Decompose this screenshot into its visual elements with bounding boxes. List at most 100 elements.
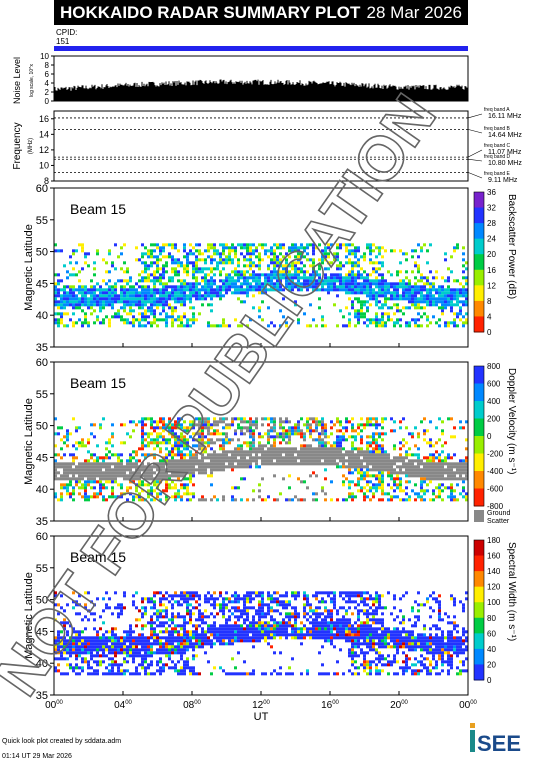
echo-cell [75,612,78,616]
echo-cell [375,462,378,466]
echo-cell [54,444,57,448]
echo-cell [354,261,357,265]
echo-cell [321,450,324,454]
echo-cell [381,318,384,322]
echo-cell [63,651,66,655]
echo-cell [435,303,438,307]
echo-cell [111,306,114,310]
echo-cell [339,456,342,460]
echo-cell [60,651,63,655]
echo-cell [198,468,201,472]
echo-cell [297,498,300,502]
echo-cell [231,246,234,250]
echo-cell [72,489,75,493]
echo-cell [150,255,153,259]
echo-cell [294,255,297,259]
cpid-label: CPID: [56,28,78,37]
echo-cell [84,642,87,646]
echo-cell [57,426,60,430]
echo-cell [192,474,195,478]
echo-cell [255,459,258,463]
echo-cell [300,459,303,463]
echo-cell [222,441,225,445]
echo-cell [231,285,234,289]
echo-cell [357,447,360,451]
echo-cell [264,450,267,454]
echo-cell [66,270,69,274]
echo-cell [288,426,291,430]
echo-cell [165,303,168,307]
echo-cell [90,636,93,640]
echo-cell [411,270,414,274]
echo-cell [384,492,387,496]
echo-cell [84,255,87,259]
echo-cell [174,594,177,598]
echo-cell [204,423,207,427]
echo-cell [399,261,402,265]
echo-cell [363,456,366,460]
echo-cell [399,447,402,451]
echo-cell [66,462,69,466]
echo-cell [219,624,222,628]
echo-cell [78,465,81,469]
echo-cell [453,471,456,475]
echo-cell [240,624,243,628]
echo-cell [246,594,249,598]
echo-cell [273,435,276,439]
echo-cell [129,624,132,628]
echo-cell [69,453,72,457]
echo-cell [162,306,165,310]
echo-cell [189,603,192,607]
noise-tick-label: 2 [45,88,50,97]
echo-cell [453,435,456,439]
echo-cell [141,633,144,637]
echo-cell [285,672,288,676]
echo-cell [291,288,294,292]
echo-cell [327,447,330,451]
echo-cell [201,420,204,424]
echo-cell [237,597,240,601]
echo-cell [408,306,411,310]
echo-cell [105,261,108,265]
echo-cell [249,465,252,469]
echo-cell [60,465,63,469]
echo-cell [321,258,324,262]
echo-cell [204,462,207,466]
echo-cell [165,654,168,658]
echo-cell [390,318,393,322]
echo-cell [57,648,60,652]
echo-cell [426,318,429,322]
echo-cell [363,486,366,490]
echo-cell [450,300,453,304]
echo-cell [144,432,147,436]
echo-cell [423,468,426,472]
echo-cell [207,639,210,643]
echo-cell [63,312,66,316]
echo-cell [135,297,138,301]
echo-cell [429,477,432,481]
echo-cell [306,423,309,427]
echo-cell [282,450,285,454]
echo-cell [210,438,213,442]
echo-cell [258,612,261,616]
echo-cell [144,453,147,457]
echo-cell [306,282,309,286]
echo-cell [228,600,231,604]
echo-cell [237,618,240,622]
echo-cell [390,297,393,301]
frequency-band-value: 14.64 MHz [488,132,522,139]
echo-cell [66,645,69,649]
echo-cell [114,285,117,289]
echo-cell [177,642,180,646]
echo-cell [234,456,237,460]
echo-cell [258,489,261,493]
echo-cell [126,462,129,466]
echo-cell [240,609,243,613]
echo-cell [342,432,345,436]
echo-cell [162,420,165,424]
echo-cell [159,648,162,652]
echo-cell [150,600,153,604]
lat-tick-label: 45 [36,278,48,290]
echo-cell [153,477,156,481]
echo-cell [420,315,423,319]
